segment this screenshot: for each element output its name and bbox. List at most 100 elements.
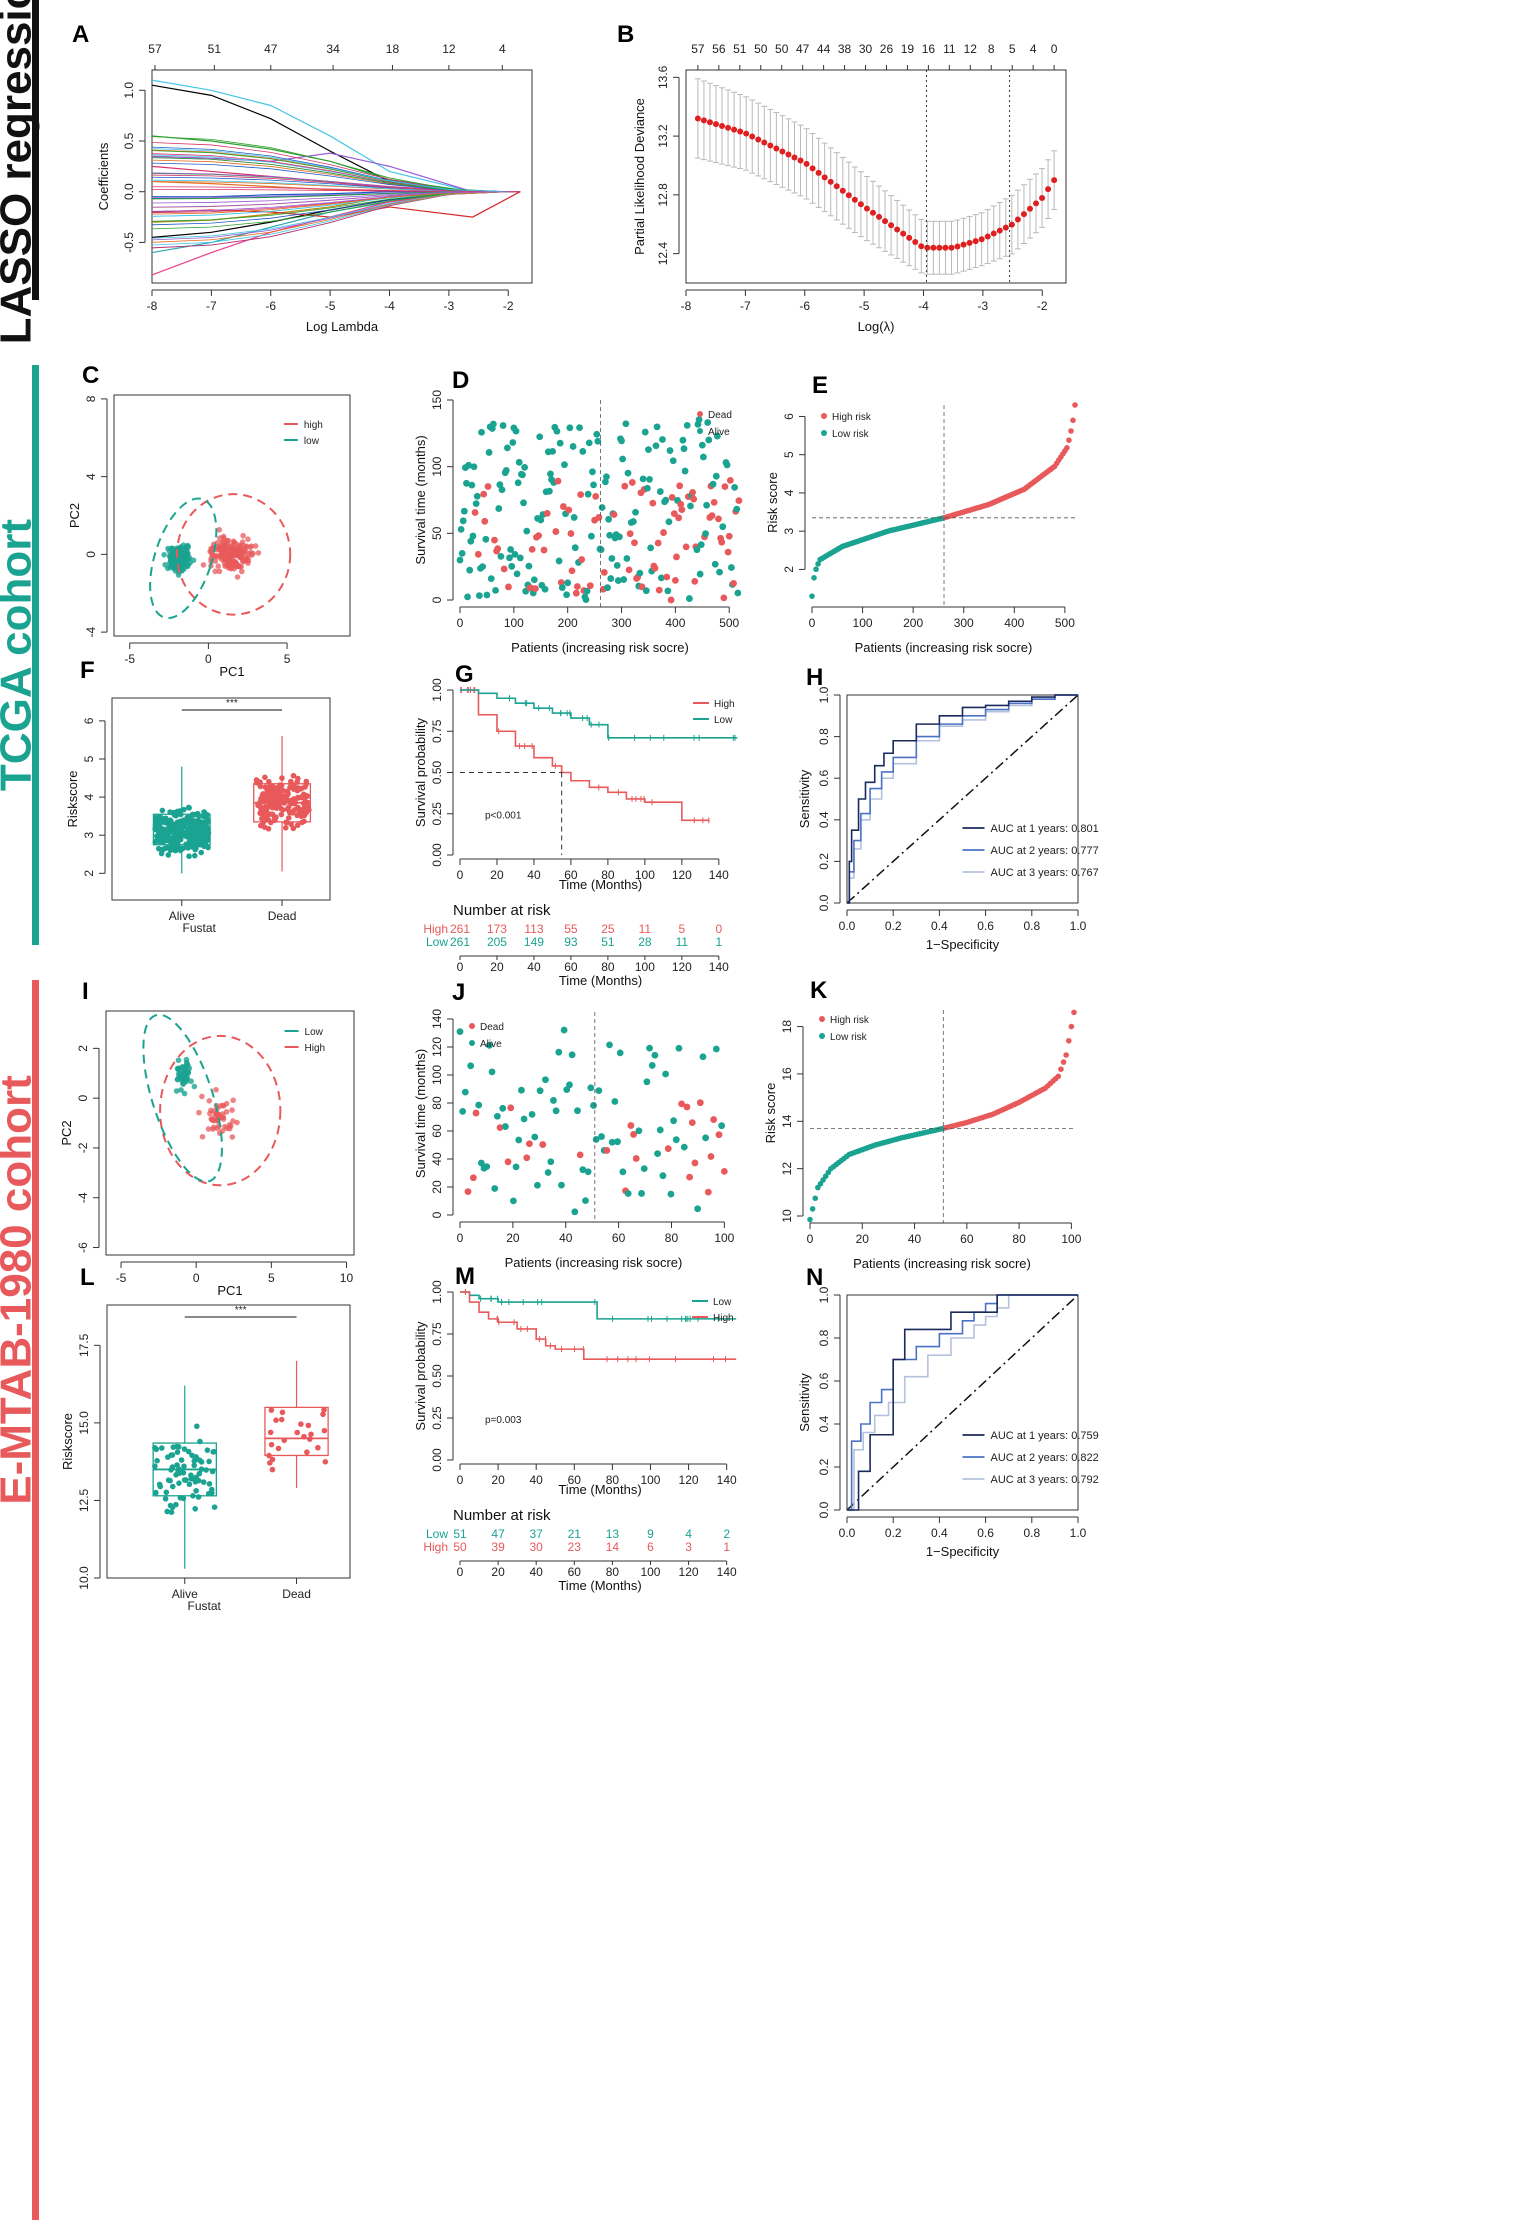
pca-point-high: [216, 568, 223, 575]
pca-point-high: [229, 1134, 236, 1140]
alive-point: [488, 1068, 496, 1076]
deviance-point-B: [694, 115, 701, 122]
alive-point: [698, 441, 706, 449]
alive-point: [665, 518, 673, 526]
legend-label-H: AUC at 3 years: 0.767: [991, 867, 1099, 879]
x-tick-label-D: 0: [457, 616, 464, 630]
ellipse-low: [142, 1013, 223, 1183]
alive-point: [606, 1041, 613, 1049]
box-jitter-point: [263, 804, 269, 810]
legend-dot-E: [821, 413, 827, 419]
alive-point: [493, 1112, 501, 1120]
alive-point: [558, 1181, 565, 1189]
y-tick-label-D: 150: [430, 390, 444, 410]
alive-point: [483, 1163, 491, 1171]
plot-frame-H: [846, 694, 1079, 904]
x-axis-label-K: Patients (increasing risk socre): [853, 1256, 1031, 1271]
cohort-bar-emtab: [32, 980, 39, 2220]
y-tick-label-J: 100: [430, 1065, 444, 1085]
y-tick-label-N: 1.0: [817, 1286, 831, 1303]
x-axis-label-G: Time (Months): [559, 877, 642, 892]
top-tick-label-B: 30: [859, 42, 873, 56]
risk-tick-label-G: 20: [490, 960, 504, 974]
risk-tick-label-M: 0: [457, 1565, 464, 1579]
box-jitter-point: [165, 1454, 171, 1460]
y-tick-label-A: 0.0: [122, 183, 136, 200]
x-tick-label-M: 80: [606, 1473, 620, 1487]
risk-tick-label-G: 100: [635, 960, 655, 974]
box-jitter-point: [175, 1444, 182, 1450]
box-jitter-point: [172, 847, 179, 854]
deviance-point-B: [712, 121, 719, 128]
box-jitter-point: [294, 822, 301, 829]
box-jitter-point: [191, 1458, 198, 1464]
risk-tick-label-G: 0: [457, 960, 464, 974]
alive-point: [636, 569, 644, 577]
deviance-point-B: [791, 154, 798, 161]
pca-point-high: [213, 1086, 219, 1093]
alive-point: [652, 442, 660, 450]
y-tick-label-K: 18: [780, 1020, 794, 1034]
y-tick-label-E: 4: [782, 489, 796, 496]
dead-point: [528, 545, 536, 553]
alive-point: [598, 504, 606, 511]
plot-frame-L: [106, 1304, 351, 1579]
dead-point: [677, 500, 685, 508]
dead-point: [715, 515, 722, 523]
cohort-label-emtab: E-MTAB-1980 cohort: [0, 1075, 41, 1505]
box-jitter-point: [162, 1495, 169, 1502]
risk-row-name-M: High: [423, 1540, 448, 1554]
alive-point: [523, 527, 531, 535]
box-jitter-point: [198, 849, 204, 856]
dead-point: [481, 517, 489, 525]
legend-label-I: Low: [305, 1027, 324, 1038]
dead-point: [610, 511, 618, 518]
dead-point: [678, 1100, 686, 1108]
deviance-point-B: [827, 178, 834, 185]
low-risk-point: [809, 1206, 816, 1212]
box-jitter-point: [197, 840, 204, 847]
alive-point: [583, 587, 591, 595]
dead-point: [673, 553, 680, 561]
x-tick-label-A: -4: [384, 299, 395, 313]
dead-point: [531, 585, 539, 593]
coef-path-line: [151, 191, 509, 243]
alive-point: [515, 458, 523, 466]
box-jitter-point: [206, 1458, 212, 1465]
panel-label-G: G: [455, 661, 474, 688]
deviance-point-B: [839, 187, 846, 194]
deviance-point-B: [737, 128, 744, 135]
top-tick-label-B: 5: [1009, 42, 1016, 56]
panel-label-N: N: [806, 1264, 823, 1291]
legend-label-D: Alive: [708, 427, 730, 438]
top-tick-label-B: 38: [838, 42, 852, 56]
alive-point: [556, 439, 564, 447]
alive-point: [496, 481, 504, 489]
km-curve-high: [460, 1291, 737, 1360]
dead-point: [688, 1119, 696, 1127]
alive-point: [460, 507, 468, 515]
pca-point-low: [181, 1090, 188, 1097]
y-tick-label-K: 14: [780, 1114, 794, 1128]
alive-point: [558, 584, 566, 591]
y-axis-label-N: Sensitivity: [797, 1373, 812, 1432]
x-tick-label-G: 80: [601, 868, 615, 882]
km-curve-low: [460, 1291, 737, 1320]
risk-tick-label-M: 100: [640, 1565, 660, 1579]
alive-point: [648, 1062, 656, 1069]
alive-point: [470, 463, 478, 471]
y-tick-label-C: 4: [84, 473, 98, 480]
alive-point: [699, 1053, 707, 1061]
alive-point: [555, 1048, 563, 1056]
y-tick-label-E: 2: [782, 566, 796, 573]
pca-point-low: [183, 1059, 190, 1066]
panel-label-H: H: [806, 664, 823, 691]
dead-point: [632, 1155, 640, 1162]
top-tick-label-B: 19: [901, 42, 915, 56]
y-axis-label-E: Risk score: [765, 472, 780, 533]
risk-count-M: 1: [723, 1540, 730, 1554]
risk-count-G: 5: [678, 922, 685, 936]
top-tick-label-A: 47: [264, 42, 278, 56]
alive-point: [605, 515, 613, 523]
box-jitter-point: [261, 824, 268, 830]
